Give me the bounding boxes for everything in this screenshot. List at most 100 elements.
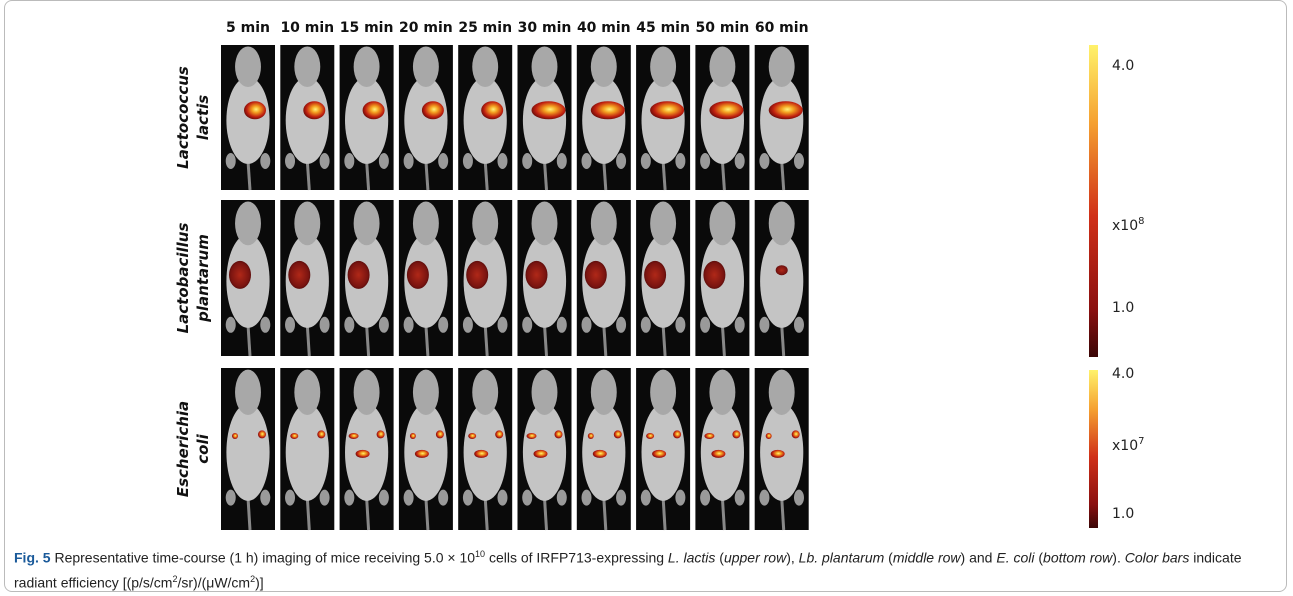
signal: [474, 450, 488, 458]
head: [532, 46, 558, 87]
tail: [485, 325, 487, 356]
leg: [404, 317, 414, 333]
body: [286, 77, 329, 164]
leg: [320, 153, 330, 169]
signal: [711, 450, 725, 458]
caption-sup: 10: [475, 549, 485, 559]
leg: [379, 490, 389, 506]
leg: [735, 153, 745, 169]
leg: [260, 317, 270, 333]
signal: [232, 433, 238, 439]
head: [294, 370, 320, 415]
caption-text: Representative time-course (1 h) imaging…: [51, 550, 475, 566]
signal: [415, 450, 429, 458]
signal: [771, 450, 785, 458]
signal: [614, 430, 622, 438]
leg: [582, 490, 592, 506]
leg: [463, 490, 473, 506]
time-label: 10 min: [280, 20, 334, 36]
leg: [522, 490, 532, 506]
signal: [466, 261, 488, 289]
colorbar: [1089, 45, 1098, 357]
leg: [616, 317, 626, 333]
tail: [782, 161, 784, 190]
leg: [226, 490, 236, 506]
leg: [463, 317, 473, 333]
leg: [675, 490, 685, 506]
signal: [244, 101, 266, 119]
mouse-image: [340, 45, 394, 190]
signal: [407, 261, 429, 289]
row-label: Lactococcuslactis: [174, 66, 212, 169]
signal: [709, 101, 743, 119]
leg: [700, 490, 710, 506]
signal: [703, 261, 725, 289]
head: [709, 370, 735, 415]
signal: [673, 430, 681, 438]
row-label-line: Lactobacillus: [174, 223, 192, 334]
caption: Fig. 5 Representative time-course (1 h) …: [14, 544, 1279, 593]
head: [591, 202, 617, 246]
mouse-image: [577, 200, 631, 356]
leg: [616, 153, 626, 169]
leg: [226, 153, 236, 169]
leg: [735, 490, 745, 506]
signal: [534, 450, 548, 458]
mouse-image: [755, 200, 809, 356]
mouse-image: [399, 200, 453, 356]
head: [769, 202, 795, 246]
mouse-image: [518, 45, 572, 190]
mouse-image: [577, 368, 631, 530]
signal: [422, 101, 444, 119]
leg: [557, 153, 567, 169]
caption-italic: upper row: [724, 550, 786, 566]
colorbar-label: 4.0: [1112, 366, 1134, 382]
tail: [782, 325, 784, 356]
tail: [485, 498, 487, 530]
leg: [641, 153, 651, 169]
leg: [641, 317, 651, 333]
tail: [545, 498, 547, 530]
tail: [604, 161, 606, 190]
leg: [285, 317, 295, 333]
leg: [497, 153, 507, 169]
colorbar-scale-exp: 8: [1138, 216, 1144, 227]
signal: [732, 430, 740, 438]
caption-italic: middle row: [893, 550, 961, 566]
leg: [522, 153, 532, 169]
signal: [650, 101, 684, 119]
signal: [436, 430, 444, 438]
leg: [344, 490, 354, 506]
mouse-image: [399, 368, 453, 530]
leg: [700, 317, 710, 333]
signal: [481, 101, 503, 119]
leg: [497, 317, 507, 333]
head: [591, 46, 617, 87]
head: [472, 46, 498, 87]
mouse-image: [340, 368, 394, 530]
caption-italic: L. lactis: [668, 550, 715, 566]
row-label: Lactobacillusplantarum: [174, 223, 212, 334]
colorbar: [1089, 370, 1098, 528]
signal: [792, 430, 800, 438]
mouse-image: [755, 45, 809, 190]
head: [354, 46, 380, 87]
mouse-image: [458, 200, 512, 356]
time-label: 30 min: [518, 20, 572, 36]
leg: [497, 490, 507, 506]
tail: [248, 161, 250, 190]
row-label-line: plantarum: [194, 234, 212, 323]
colorbar-scale: x108: [1112, 216, 1144, 234]
leg: [700, 153, 710, 169]
leg: [557, 317, 567, 333]
mouse-image: [695, 200, 749, 356]
head: [650, 370, 676, 415]
head: [532, 370, 558, 415]
head: [591, 370, 617, 415]
caption-text: ) and: [961, 550, 997, 566]
tail: [722, 325, 724, 356]
tail: [426, 161, 428, 190]
tail: [307, 161, 309, 190]
row-label-line: coli: [194, 433, 212, 463]
